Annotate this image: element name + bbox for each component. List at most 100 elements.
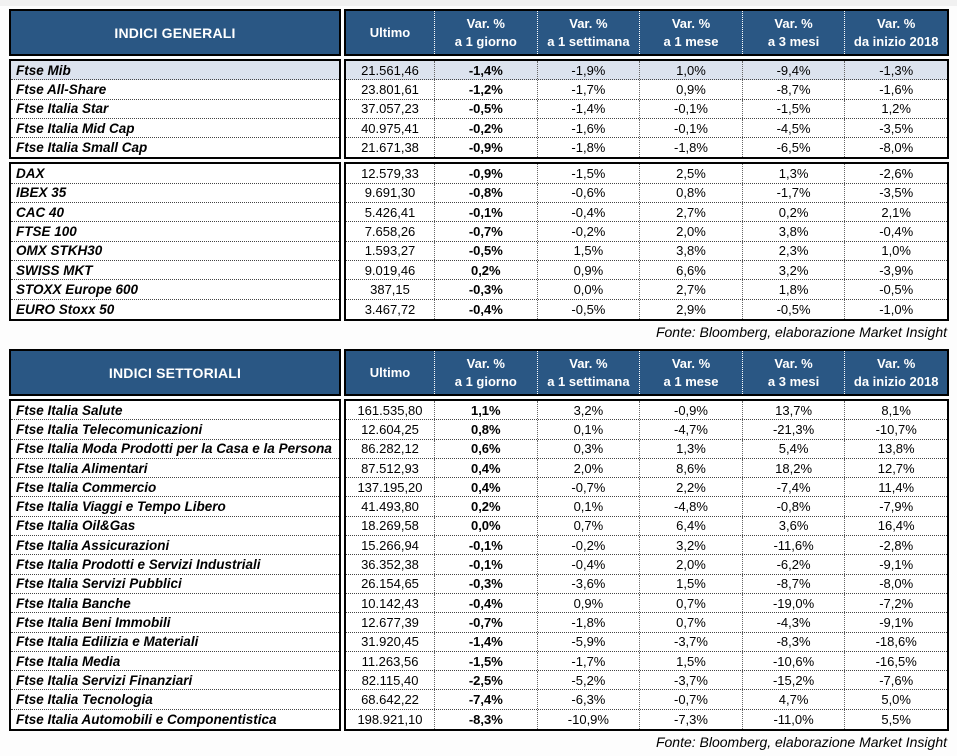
table-row: 10.142,43 -0,4% 0,9% 0,7% -19,0% -7,2% xyxy=(346,593,947,614)
value-cell: -1,8% xyxy=(639,138,742,158)
value-cell: -1,9% xyxy=(536,61,640,80)
value-cell: 12.604,25 xyxy=(361,421,419,437)
value-cell: 5,5% xyxy=(844,709,947,730)
value-cell: 87.512,93 xyxy=(361,460,419,476)
value-cell: -0,9% xyxy=(434,138,537,158)
value-cell: 7.658,26 xyxy=(364,224,416,240)
value-cell: 5,0% xyxy=(844,690,947,709)
table-row: 12.604,25 0,8% 0,1% -4,7% -21,3% -10,7% xyxy=(346,420,947,440)
value-cell: 0,7% xyxy=(639,613,742,632)
value-cell: 2,0% xyxy=(639,555,742,574)
table-row: 68.642,22 -7,4% -6,3% -0,7% 4,7% 5,0% xyxy=(346,690,947,710)
value-cell: 86.282,12 xyxy=(361,441,419,457)
value-cell: 1,0% xyxy=(844,241,947,260)
value-cell: -10,7% xyxy=(844,420,947,439)
index-values-column: 12.579,33 -0,9% -1,5% 2,5% 1,3% -2,6% 9.691,30… xyxy=(344,162,949,321)
value-cell: 0,1% xyxy=(536,420,640,439)
value-cell: -2,6% xyxy=(844,164,947,183)
value-cell: -0,4% xyxy=(844,222,947,241)
value-cell: 3,2% xyxy=(639,536,742,555)
table-row: 36.352,38 -0,1% -0,4% 2,0% -6,2% -9,1% xyxy=(346,555,947,575)
value-cell: -8,3% xyxy=(434,709,537,730)
value-cell: 13,8% xyxy=(844,439,947,458)
value-cell: 8,1% xyxy=(844,401,947,420)
value-cell: -10,9% xyxy=(536,709,640,730)
value-cell: 387,15 xyxy=(370,281,410,297)
value-cell: 18.269,58 xyxy=(361,518,419,534)
value-cell: -0,5% xyxy=(434,99,537,118)
table-title: INDICI GENERALI xyxy=(9,9,341,56)
value-cell: -1,0% xyxy=(844,299,947,319)
table-row: 87.512,93 0,4% 2,0% 8,6% 18,2% 12,7% xyxy=(346,458,947,479)
value-cell: 9.691,30 xyxy=(364,185,416,201)
column-header-var-1-mese: Var. % a 1 mese xyxy=(639,351,742,394)
source-note: Fonte: Bloomberg, elaborazione Market In… xyxy=(655,323,947,340)
value-cell: -0,2% xyxy=(536,222,640,241)
value-cell: 0,4% xyxy=(434,478,537,497)
index-name: Ftse Italia Prodotti e Servizi Industria… xyxy=(11,555,339,575)
value-cell: -15,2% xyxy=(741,671,845,690)
table-row: 12.677,39 -0,7% -1,8% 0,7% -4,3% -9,1% xyxy=(346,613,947,633)
value-cell: -1,2% xyxy=(434,80,537,99)
value-cell: -0,4% xyxy=(536,555,640,574)
value-cell: -19,0% xyxy=(741,593,845,613)
index-name: OMX STKH30 xyxy=(11,242,339,261)
value-cell: -7,2% xyxy=(844,593,947,613)
index-name-column: DAX IBEX 35 CAC 40 FTSE 100 OMX STKH30 SWISS … xyxy=(9,162,341,321)
value-cell: 3,6% xyxy=(741,516,845,536)
value-cell: -0,4% xyxy=(536,203,640,222)
value-cell: 0,1% xyxy=(536,497,640,516)
value-cell: 36.352,38 xyxy=(361,557,419,573)
value-cell: -1,6% xyxy=(844,80,947,99)
value-cell: -18,6% xyxy=(844,632,947,651)
value-cell: -10,6% xyxy=(741,651,845,671)
value-cell: 0,7% xyxy=(639,593,742,613)
table-header-row: INDICI SETTORIALI Ultimo Var. % a 1 giorn… xyxy=(9,349,949,396)
index-name: Ftse All-Share xyxy=(11,80,339,100)
table-row: 3.467,72 -0,4% -0,5% 2,9% -0,5% -1,0% xyxy=(346,299,947,319)
column-header-var-1-mese: Var. % a 1 mese xyxy=(639,11,742,54)
value-cell: 41.493,80 xyxy=(361,499,419,515)
value-cell: -0,8% xyxy=(434,183,537,203)
value-cell: -7,3% xyxy=(639,709,742,730)
value-cell: -0,5% xyxy=(434,241,537,260)
index-values-column: 161.535,80 1,1% 3,2% -0,9% 13,7% 8,1% 12.604,2… xyxy=(344,399,949,732)
table-row: 387,15 -0,3% 0,0% 2,7% 1,8% -0,5% xyxy=(346,280,947,300)
index-name-column: Ftse Italia Salute Ftse Italia Telecomuni… xyxy=(9,399,341,732)
index-name: Ftse Italia Banche xyxy=(11,594,339,614)
index-name: SWISS MKT xyxy=(11,261,339,281)
value-cell: -5,2% xyxy=(536,671,640,690)
value-cell: -1,3% xyxy=(844,61,947,80)
value-cell: 68.642,22 xyxy=(361,692,419,708)
index-values-column: 21.561,46 -1,4% -1,9% 1,0% -9,4% -1,3% 23.801,… xyxy=(344,59,949,160)
value-cell: 1,3% xyxy=(639,439,742,458)
table-row: 11.263,56 -1,5% -1,7% 1,5% -10,6% -16,5% xyxy=(346,651,947,672)
value-cell: 0,2% xyxy=(434,260,537,280)
table-row: 31.920,45 -1,4% -5,9% -3,7% -8,3% -18,6% xyxy=(346,632,947,652)
value-cell: -0,6% xyxy=(536,183,640,203)
table-row: 9.691,30 -0,8% -0,6% 0,8% -1,7% -3,5% xyxy=(346,183,947,204)
value-cell: -1,8% xyxy=(536,138,640,158)
value-cell: 18,2% xyxy=(741,458,845,478)
table-row: 40.975,41 -0,2% -1,6% -0,1% -4,5% -3,5% xyxy=(346,118,947,139)
value-cell: -0,5% xyxy=(844,280,947,299)
table-blocks: Ftse Mib Ftse All-Share Ftse Italia Star Ft… xyxy=(9,59,949,321)
value-cell: 6,6% xyxy=(639,260,742,280)
column-header-ultimo: Ultimo xyxy=(369,364,411,380)
index-name: CAC 40 xyxy=(11,203,339,223)
value-cell: -1,4% xyxy=(434,61,537,80)
value-cell: -0,9% xyxy=(434,164,537,183)
table-row: 86.282,12 0,6% 0,3% 1,3% 5,4% 13,8% xyxy=(346,439,947,459)
value-cell: 82.115,40 xyxy=(361,672,419,688)
value-cell: -11,6% xyxy=(741,536,845,555)
value-cell: -0,7% xyxy=(639,690,742,709)
value-cell: 2,1% xyxy=(844,203,947,222)
value-cell: 37.057,23 xyxy=(361,101,419,117)
value-cell: 8,6% xyxy=(639,458,742,478)
value-cell: 31.920,45 xyxy=(361,634,419,650)
value-cell: -21,3% xyxy=(741,420,845,439)
index-name: Ftse Italia Star xyxy=(11,100,339,119)
index-name: Ftse Italia Servizi Pubblici xyxy=(11,575,339,594)
table-row: 26.154,65 -0,3% -3,6% 1,5% -8,7% -8,0% xyxy=(346,574,947,594)
table-row: 161.535,80 1,1% 3,2% -0,9% 13,7% 8,1% xyxy=(346,401,947,421)
